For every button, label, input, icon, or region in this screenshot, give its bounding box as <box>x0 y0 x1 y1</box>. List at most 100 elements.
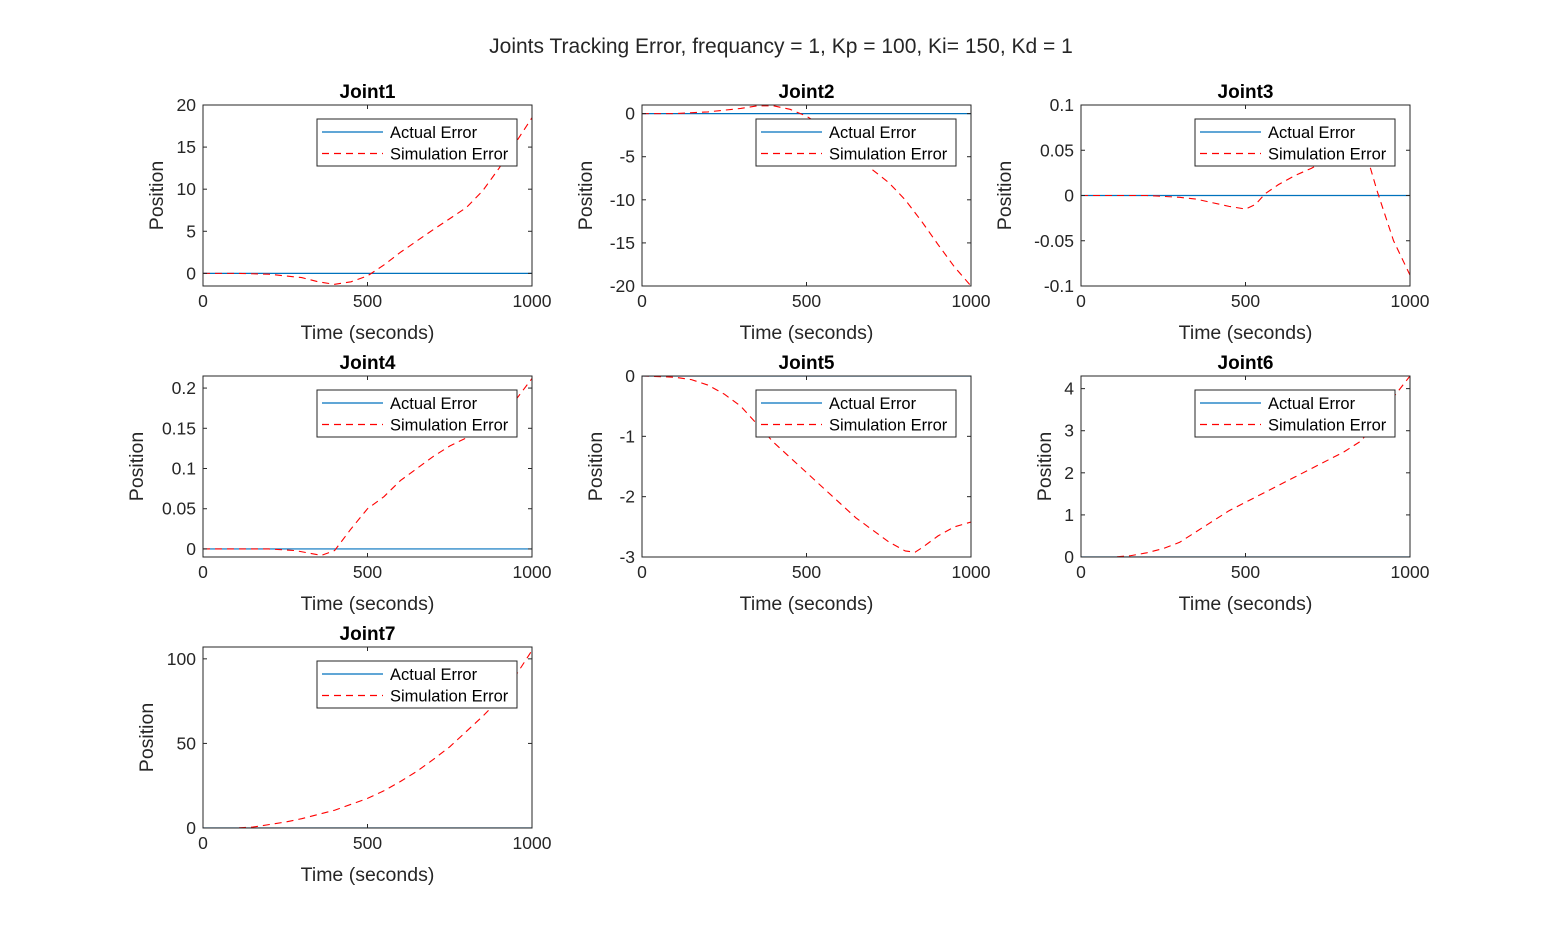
y-tick-label: 0 <box>625 366 635 386</box>
y-tick-label: 0 <box>1064 186 1074 206</box>
subplot-joint7: 0 500 1000 0 50 100 Joint7 Time (seconds) Positi… <box>136 624 552 886</box>
x-tick-label: 500 <box>1231 291 1260 311</box>
legend-entry: Actual Error <box>390 124 478 142</box>
legend: Actual Error Simulation Error <box>316 660 518 709</box>
x-axis-label: Time (seconds) <box>301 322 435 344</box>
y-axis-label: Position <box>585 432 607 501</box>
simulation-error-line <box>203 650 532 828</box>
x-tick-label: 0 <box>1076 291 1086 311</box>
subplot-title: Joint4 <box>340 353 396 374</box>
y-tick-label: -2 <box>619 487 635 507</box>
x-tick-label: 500 <box>353 291 382 311</box>
series-group <box>642 376 971 553</box>
y-tick-label: 0 <box>186 263 196 283</box>
y-tick-label: 3 <box>1064 421 1074 441</box>
y-tick-label: 10 <box>177 179 197 199</box>
y-tick-label: 4 <box>1064 379 1074 399</box>
y-axis-label: Position <box>126 432 148 501</box>
subplot-title: Joint2 <box>779 82 835 103</box>
x-tick-label: 500 <box>353 833 382 853</box>
x-tick-label: 0 <box>637 562 647 582</box>
y-axis-label: Position <box>146 161 168 230</box>
subplot-joint5: 0 500 1000 -3 -2 -1 0 Joint5 Time (seconds) Posit… <box>585 353 991 615</box>
y-tick-label: -0.1 <box>1044 276 1074 296</box>
simulation-error-line <box>1081 153 1410 276</box>
y-tick-label: 0.1 <box>172 459 196 479</box>
simulation-error-line <box>642 376 971 553</box>
legend-entry: Simulation Error <box>390 146 509 164</box>
y-tick-label: 20 <box>177 95 197 115</box>
legend-box <box>1194 118 1396 167</box>
subplot-joint4: 0 500 1000 0 0.05 0.1 0.15 0.2 Joint4 Time (secon… <box>126 353 552 615</box>
x-tick-label: 500 <box>792 291 821 311</box>
x-tick-label: 0 <box>198 291 208 311</box>
x-axis-label: Time (seconds) <box>740 593 874 615</box>
legend-entry: Actual Error <box>1268 395 1356 413</box>
y-tick-label: 0 <box>1064 547 1074 567</box>
y-tick-label: -1 <box>619 426 635 446</box>
legend-entry: Actual Error <box>390 395 478 413</box>
legend-entry: Actual Error <box>829 395 917 413</box>
legend-entry: Simulation Error <box>829 417 948 435</box>
y-tick-label: 100 <box>167 649 196 669</box>
x-tick-label: 500 <box>353 562 382 582</box>
x-tick-label: 1000 <box>952 291 991 311</box>
legend-box <box>316 118 518 167</box>
legend-box <box>1194 389 1396 438</box>
y-axis-label: Position <box>1034 432 1056 501</box>
x-tick-label: 1000 <box>1391 562 1430 582</box>
y-axis-label: Position <box>136 703 158 772</box>
x-axis-label: Time (seconds) <box>740 322 874 344</box>
y-tick-label: -20 <box>610 276 636 296</box>
legend: Actual Error Simulation Error <box>316 389 518 438</box>
y-tick-label: 0 <box>625 104 635 124</box>
y-axis-label: Position <box>575 161 597 230</box>
simulation-error-line <box>1081 376 1410 557</box>
y-tick-label: 0.05 <box>162 499 196 519</box>
x-tick-label: 1000 <box>513 562 552 582</box>
legend-box <box>316 389 518 438</box>
y-tick-label: 0.2 <box>172 378 196 398</box>
legend-entry: Simulation Error <box>390 417 509 435</box>
y-tick-label: 5 <box>186 221 196 241</box>
legend-entry: Simulation Error <box>829 146 948 164</box>
y-tick-label: 0.15 <box>162 418 196 438</box>
x-tick-label: 0 <box>1076 562 1086 582</box>
legend-entry: Simulation Error <box>390 688 509 706</box>
simulation-error-line <box>203 117 532 285</box>
subplot-title: Joint5 <box>779 353 835 374</box>
y-tick-label: -3 <box>619 547 635 567</box>
y-tick-label: 0 <box>186 818 196 838</box>
legend: Actual Error Simulation Error <box>1194 118 1396 167</box>
y-tick-label: -5 <box>619 147 635 167</box>
subplot-title: Joint3 <box>1218 82 1274 103</box>
x-tick-label: 1000 <box>513 833 552 853</box>
legend-entry: Simulation Error <box>1268 417 1387 435</box>
legend: Actual Error Simulation Error <box>755 118 957 167</box>
x-tick-label: 0 <box>198 833 208 853</box>
x-tick-label: 500 <box>792 562 821 582</box>
x-axis-label: Time (seconds) <box>301 593 435 615</box>
subplot-joint2: 0 500 1000 -20 -15 -10 -5 0 Joint2 Time (seconds)… <box>575 82 991 344</box>
series-group <box>203 650 532 828</box>
y-tick-label: 15 <box>177 137 196 157</box>
subplot-title: Joint7 <box>340 624 396 645</box>
x-tick-label: 0 <box>198 562 208 582</box>
legend: Actual Error Simulation Error <box>1194 389 1396 438</box>
x-axis-label: Time (seconds) <box>301 864 435 886</box>
legend-entry: Simulation Error <box>1268 146 1387 164</box>
subplot-joint3: 0 500 1000 -0.1 -0.05 0 0.05 0.1 Joint3 Time (sec… <box>994 82 1430 344</box>
legend-entry: Actual Error <box>1268 124 1356 142</box>
subplot-joint1: 0 500 1000 0 5 10 15 20 Joint1 Time (seconds) Posi… <box>146 82 552 344</box>
legend-entry: Actual Error <box>390 666 478 684</box>
legend-box <box>755 118 957 167</box>
y-tick-label: 1 <box>1064 505 1074 525</box>
figure-title: Joints Tracking Error, frequancy = 1, Kp… <box>489 35 1073 58</box>
legend-box <box>755 389 957 438</box>
series-group <box>203 117 532 285</box>
legend: Actual Error Simulation Error <box>755 389 957 438</box>
x-tick-label: 1000 <box>1391 291 1430 311</box>
series-group <box>1081 153 1410 276</box>
y-tick-label: 0.1 <box>1050 95 1074 115</box>
